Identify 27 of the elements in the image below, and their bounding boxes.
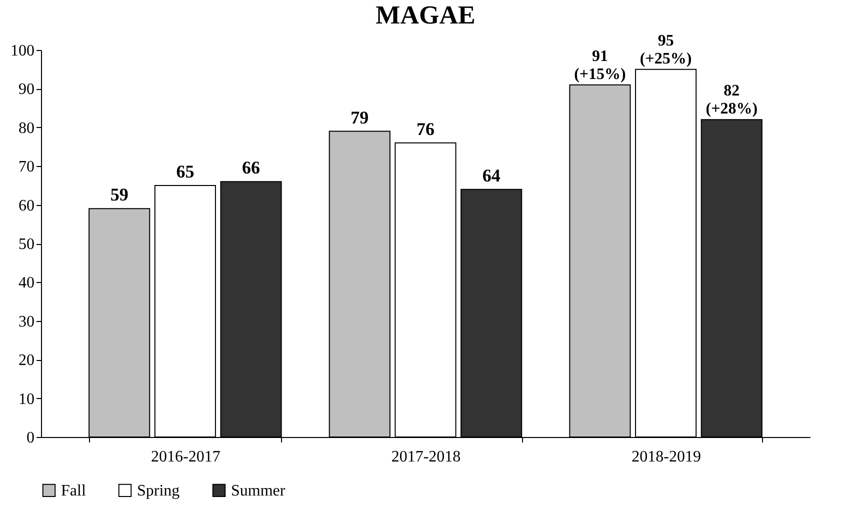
- y-tick-label: 0: [26, 430, 34, 446]
- y-tick-label: 20: [18, 352, 34, 370]
- y-tick-label: 70: [18, 158, 34, 176]
- data-label: 64: [482, 165, 500, 186]
- x-tick-label: 2018-2019: [632, 448, 701, 466]
- y-tick-label: 60: [18, 197, 34, 214]
- y-tick-label: 30: [18, 313, 34, 330]
- chart-title: MAGAE: [376, 0, 476, 30]
- data-label: 59: [110, 184, 128, 205]
- legend-label: Summer: [231, 482, 286, 500]
- legend-label: Spring: [137, 482, 180, 500]
- x-tick-label: 2016-2017: [151, 448, 220, 466]
- data-label: 95 (+25%): [640, 32, 692, 68]
- y-tick-label: 10: [18, 390, 34, 408]
- data-label: 79: [350, 107, 369, 128]
- data-label: 76: [416, 118, 434, 139]
- data-label: 91 (+15%): [574, 48, 626, 83]
- legend-label: Fall: [61, 482, 86, 500]
- y-tick-label: 50: [18, 236, 34, 253]
- data-label: 65: [176, 161, 194, 182]
- y-tick-label: 100: [10, 42, 34, 60]
- x-tick-label: 2017-2018: [391, 448, 461, 466]
- data-label: 66: [242, 158, 260, 178]
- data-label: 82 (+28%): [706, 82, 758, 118]
- y-tick-label: 40: [18, 274, 34, 292]
- y-tick-label: 90: [18, 81, 34, 98]
- y-tick-label: 80: [18, 120, 34, 137]
